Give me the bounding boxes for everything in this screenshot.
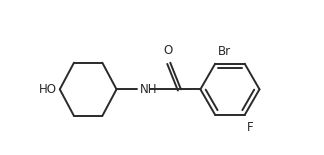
Text: HO: HO [39, 83, 57, 96]
Text: F: F [247, 121, 254, 134]
Text: Br: Br [217, 45, 231, 58]
Text: O: O [163, 44, 173, 57]
Text: NH: NH [140, 83, 157, 96]
